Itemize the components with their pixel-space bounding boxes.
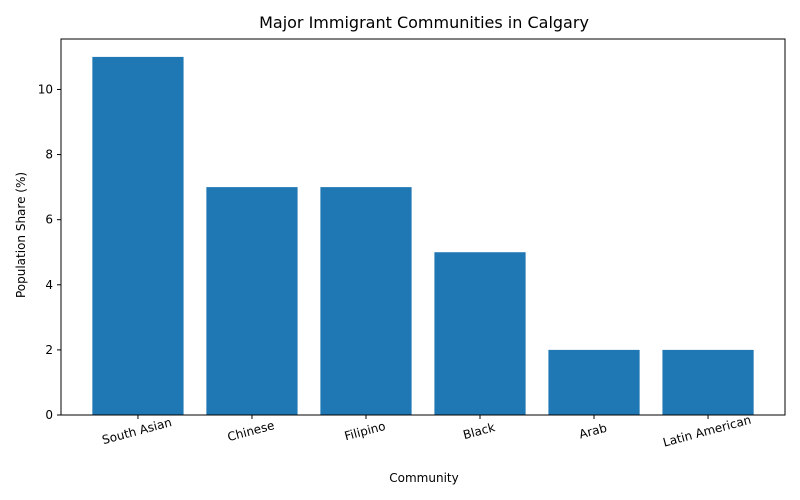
y-tick-label: 8 [45,148,53,162]
axes-frame [60,38,786,416]
x-axis-label: Community [389,471,458,485]
y-tick-label: 10 [38,82,53,96]
y-tick-label: 2 [45,343,53,357]
y-tick-label: 6 [45,213,53,227]
chart-title: Major Immigrant Communities in Calgary [259,13,589,32]
x-tick-label: Filipino [343,419,387,443]
bar [206,187,298,415]
bar [320,187,412,415]
bar [92,56,184,416]
plot-area: 0 2 4 6 8 10 South Asian Chinese Filipino Black Ar… [38,38,786,450]
bar [548,349,640,415]
x-tick-label: Arab [578,421,609,442]
y-tick-label: 0 [45,408,53,422]
x-tick-label: South Asian [101,415,174,447]
x-tick-label: Latin American [661,413,752,450]
x-tick-label: Black [461,420,496,442]
x-tick-label: Chinese [226,418,276,444]
y-tick-label: 4 [45,278,53,292]
bar [434,252,526,415]
y-axis-label: Population Share (%) [14,172,28,298]
bar [662,349,754,415]
